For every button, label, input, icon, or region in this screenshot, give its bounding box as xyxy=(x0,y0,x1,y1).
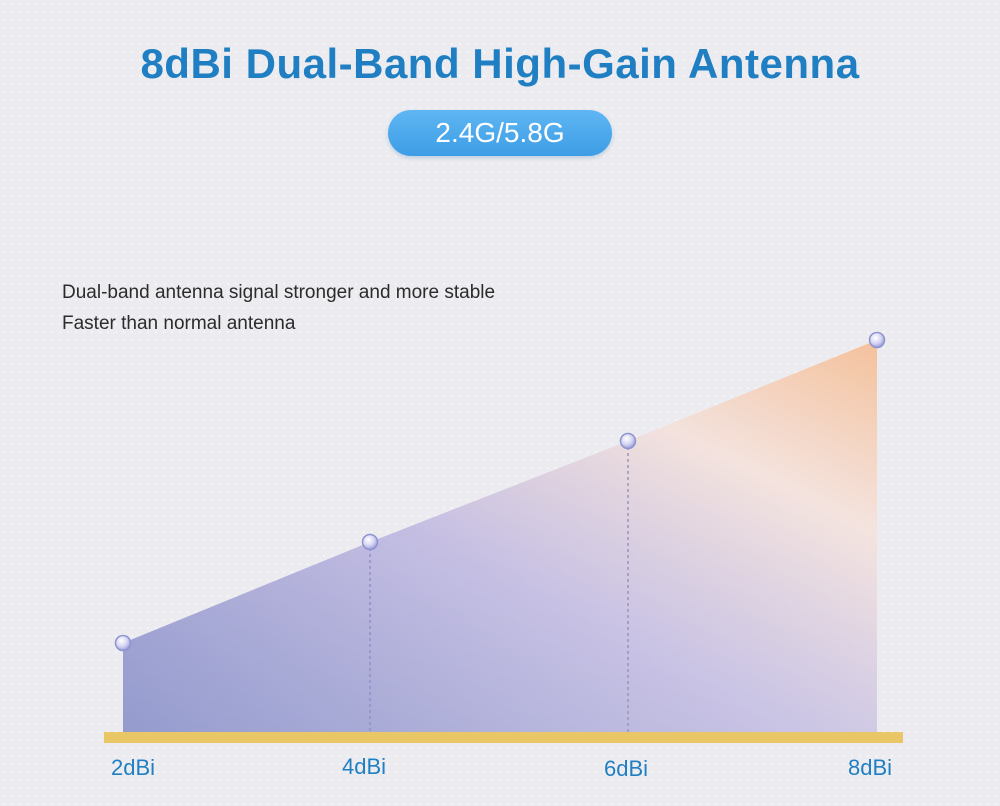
gain-area-highlight xyxy=(123,340,877,732)
band-badge: 2.4G/5.8G xyxy=(388,110,612,156)
data-point xyxy=(114,634,132,652)
tick-label: 4dBi xyxy=(342,754,386,779)
baseline-bar xyxy=(104,732,903,743)
data-point xyxy=(619,432,637,450)
data-point xyxy=(361,533,379,551)
description-line-2: Faster than normal antenna xyxy=(62,313,296,334)
tick-label: 2dBi xyxy=(111,755,155,780)
page-title: 8dBi Dual-Band High-Gain Antenna xyxy=(140,40,860,87)
description-line-1: Dual-band antenna signal stronger and mo… xyxy=(62,282,496,303)
tick-label: 8dBi xyxy=(848,755,892,780)
data-point xyxy=(868,331,886,349)
tick-label: 6dBi xyxy=(604,756,648,781)
